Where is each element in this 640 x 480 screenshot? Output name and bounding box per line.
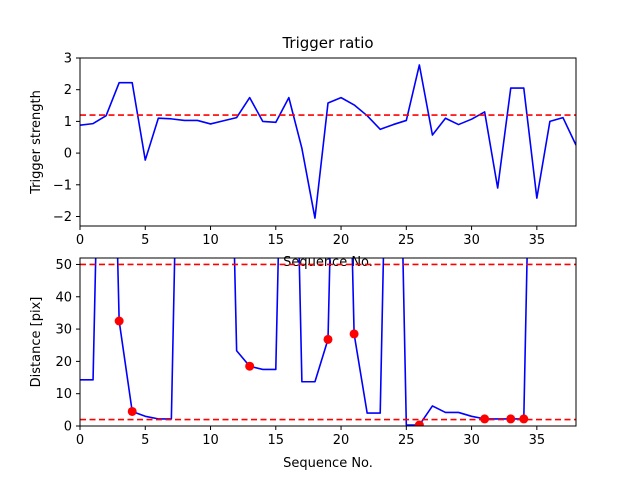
data-point-marker: [245, 361, 255, 371]
x-tick-label: 25: [398, 233, 415, 248]
x-tick-label: 15: [268, 433, 285, 448]
panels: 0 5 10 15 20 25 30 35 −2 −1 0 1 2 3 Sequence No. Trigge…: [29, 34, 577, 471]
x-tick-label: 5: [141, 433, 149, 448]
data-point-marker: [349, 329, 359, 339]
y-axis-label: Trigger strength: [29, 90, 44, 195]
data-point-marker: [414, 420, 424, 426]
x-tick-label: 10: [202, 233, 219, 248]
x-tick-label: 0: [76, 433, 84, 448]
chart-title: Trigger ratio: [281, 34, 373, 52]
x-tick-label: 35: [529, 433, 546, 448]
plot-frame: [79, 57, 577, 227]
data-point-marker: [114, 316, 124, 326]
series-line: [80, 258, 528, 426]
y-tick-label: −1: [53, 178, 72, 193]
x-tick-label: 30: [463, 433, 480, 448]
y-tick-label: 30: [55, 323, 72, 338]
y-tick-label: 3: [64, 52, 72, 67]
x-tick-label: 35: [529, 233, 546, 248]
x-axis-label: Sequence No.: [283, 255, 373, 270]
x-tick-label: 0: [76, 233, 84, 248]
y-tick-label: 10: [55, 387, 72, 402]
y-tick-label: 50: [55, 258, 72, 273]
y-tick-label: 2: [64, 83, 72, 98]
x-axis-label: Sequence No.: [283, 456, 373, 471]
x-tick-label: 5: [141, 233, 149, 248]
x-tick-label: 10: [202, 433, 219, 448]
x-tick-label: 20: [333, 433, 350, 448]
x-tick-label: 25: [398, 433, 415, 448]
data-point-marker: [519, 414, 529, 424]
chart-panel-1: 0 5 10 15 20 25 30 35 −2 −1 0 1 2 3 Sequence No. Trigge…: [29, 34, 577, 270]
y-axis-label: Distance [pix]: [29, 297, 44, 388]
y-tick-label: 20: [55, 355, 72, 370]
x-tick-label: 30: [463, 233, 480, 248]
y-tick-label: 0: [64, 420, 72, 435]
y-tick-label: 0: [64, 147, 72, 162]
y-tick-label: 40: [55, 290, 72, 305]
plot-frame: [79, 257, 577, 427]
data-point-marker: [323, 334, 333, 344]
y-tick-label: −2: [53, 210, 72, 225]
plot-area: [80, 64, 576, 219]
plot-area: [80, 258, 576, 426]
x-tick-label: 20: [333, 233, 350, 248]
series-line: [80, 64, 576, 219]
x-tick-label: 15: [268, 233, 285, 248]
data-point-marker: [127, 406, 137, 416]
y-tick-label: 1: [64, 115, 72, 130]
chart-panel-2: 0 5 10 15 20 25 30 35 0 10 20 30 40 50 Sequence No. Dis…: [29, 257, 577, 471]
